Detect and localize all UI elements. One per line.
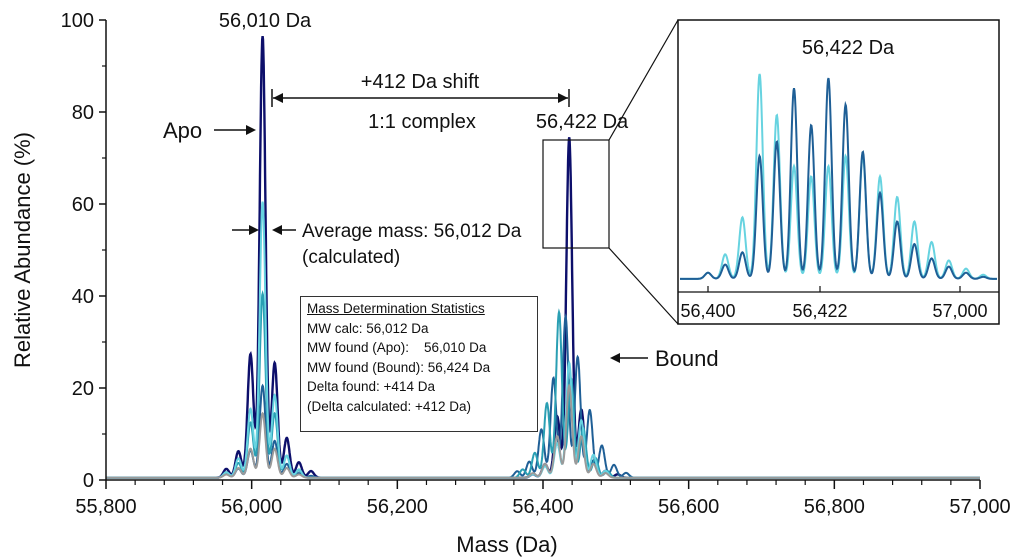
y-tick-label: 100 [61, 10, 94, 32]
inset-series-line [680, 77, 997, 280]
apo-peak-label: 56,010 Da [219, 10, 312, 32]
stats-line: MW found (Apo): 56,010 Da [307, 340, 487, 355]
arrowhead [249, 225, 259, 235]
x-tick-label: 56,200 [367, 496, 428, 518]
inset-x-tick-label: 57,000 [932, 301, 987, 321]
x-tick-label: 57,000 [949, 496, 1010, 518]
x-tick-label: 56,600 [658, 496, 719, 518]
zoom-connector [608, 247, 679, 325]
complex-label: 1:1 complex [368, 111, 476, 133]
x-axis-label: Mass (Da) [456, 532, 557, 557]
apo-label: Apo [163, 118, 202, 143]
stats-header: Mass Determination Statistics [307, 301, 485, 316]
stats-line: Delta found: +414 Da [307, 379, 435, 394]
stats-line: (Delta calculated: +412 Da) [307, 398, 471, 414]
x-tick-label: 56,400 [512, 496, 573, 518]
y-tick-label: 20 [72, 378, 94, 400]
inset-x-tick-label: 56,422 [792, 301, 847, 321]
average-mass-label: Average mass: 56,012 Da [302, 221, 522, 242]
arrowhead [558, 93, 568, 103]
mass-shift-label: +412 Da shift [361, 71, 480, 93]
x-tick-label: 56,800 [804, 496, 865, 518]
y-axis-label: Relative Abundance (%) [10, 132, 35, 368]
y-tick-label: 80 [72, 102, 94, 124]
zoom-connector [608, 19, 679, 141]
stats-line: MW found (Bound): 56,424 Da [307, 359, 491, 375]
zoom-region-box [542, 139, 610, 249]
inset-x-tick-label: 56,400 [680, 301, 735, 321]
series-line [106, 383, 980, 479]
y-tick-label: 0 [83, 470, 94, 492]
y-tick-label: 40 [72, 286, 94, 308]
arrowhead [272, 225, 282, 235]
arrowhead [610, 353, 620, 363]
x-tick-label: 56,000 [221, 496, 282, 518]
axes: 0 20 40 60 80 100 55,800 56,000 56,200 56,400 56,6… [10, 10, 1011, 557]
average-mass-note: (calculated) [302, 247, 400, 268]
x-tick-label: 55,800 [75, 496, 136, 518]
inset-frame [677, 19, 1000, 325]
arrowhead [246, 125, 256, 135]
arrowhead [273, 93, 283, 103]
y-tick-label: 60 [72, 194, 94, 216]
bound-peak-label: 56,422 Da [536, 111, 629, 133]
series-layer [106, 35, 980, 479]
inset-peak-label: 56,422 Da [802, 37, 895, 59]
inset-zoom-panel: 56,422 Da 56,400 56,422 57,000 [677, 19, 1000, 325]
bound-label: Bound [655, 346, 719, 371]
annotations: 56,010 Da 56,422 Da +412 Da shift 1:1 compl… [163, 10, 719, 371]
mass-statistics-box: Mass Determination Statistics MW calc: 5… [300, 296, 538, 432]
stats-line: MW calc: 56,012 Da [307, 320, 429, 336]
